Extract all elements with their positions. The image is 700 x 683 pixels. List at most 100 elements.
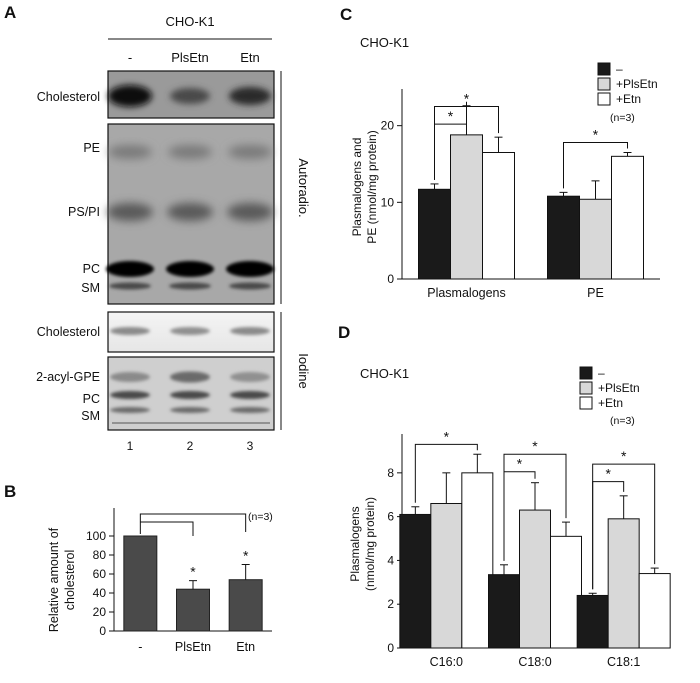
bar: [461, 472, 494, 649]
bar: [488, 574, 520, 649]
lane-header-3: Etn: [240, 50, 260, 65]
y-tick-label: 100: [86, 529, 106, 543]
lane-number-1: 1: [127, 439, 134, 453]
y-axis-label: Relative amount of cholesterol: [47, 527, 77, 632]
significance-bracket: [592, 463, 656, 590]
panel-d: D CHO-K1 (n=3) 0 2 4 6 8 Plasmalogens(nmol/mg…: [338, 323, 671, 669]
significance-bracket: [140, 521, 194, 536]
legend-swatch: [579, 366, 593, 380]
autoradio-main-blot: [106, 123, 275, 305]
bar: [399, 513, 432, 649]
panel-c: C CHO-K1 (n=3) 0 10 20 Plasmalogens andPE (…: [340, 5, 660, 300]
x-tick-label: Plasmalogens: [427, 286, 506, 300]
panel-c-note: (n=3): [610, 112, 635, 124]
legend-swatch: [597, 92, 611, 106]
autoradio-label: Autoradio.: [296, 158, 311, 217]
panel-d-cell-line: CHO-K1: [360, 366, 409, 381]
y-axis-label-line: (nmol/mg protein): [363, 497, 377, 591]
y-tick-label: 60: [93, 567, 107, 581]
bar: [550, 535, 582, 649]
label-ps-pi: PS/PI: [68, 205, 100, 219]
bar: [430, 502, 463, 649]
label-pc-autoradio: PC: [83, 262, 100, 276]
significance-star: *: [605, 466, 611, 482]
panel-d-note: (n=3): [610, 415, 635, 427]
lane-number-3: 3: [247, 439, 254, 453]
significance-bracket: [434, 106, 499, 180]
bar: [611, 155, 644, 280]
legend-label: –: [616, 62, 623, 76]
y-tick-label: 8: [387, 466, 394, 480]
bar: [576, 594, 609, 649]
significance-bracket: [503, 453, 567, 561]
panel-a-letter: A: [4, 3, 16, 22]
y-axis-label-line: Plasmalogens and: [350, 138, 364, 237]
significance-star: *: [243, 548, 249, 564]
legend-label: +Etn: [598, 396, 623, 410]
legend-swatch: [579, 396, 593, 410]
lane-header-2: PlsEtn: [171, 50, 209, 65]
label-iodine-cholesterol: Cholesterol: [37, 325, 100, 339]
x-tick-label: Etn: [236, 640, 255, 654]
y-axis-label-line: PE (nmol/mg protein): [365, 130, 379, 243]
panel-c-cell-line: CHO-K1: [360, 35, 409, 50]
bar: [176, 588, 210, 632]
x-tick-label: C18:1: [607, 655, 640, 669]
significance-star: *: [532, 438, 538, 454]
significance-bracket: [563, 142, 628, 189]
label-sm-iodine: SM: [81, 409, 100, 423]
y-tick-label: 10: [381, 195, 395, 209]
x-tick-label: -: [138, 640, 142, 654]
lane-header-1: -: [128, 50, 132, 65]
y-axis-label: Plasmalogens(nmol/mg protein): [348, 497, 377, 591]
legend-swatch: [579, 381, 593, 395]
significance-star: *: [190, 564, 196, 580]
x-tick-label: PE: [587, 286, 604, 300]
chart-d: 0 2 4 6 8 Plasmalogens(nmol/mg protein) C16:0 C…: [348, 366, 671, 669]
y-tick-label: 0: [387, 272, 394, 286]
significance-star: *: [448, 108, 454, 124]
bar: [547, 195, 580, 280]
legend-label: +PlsEtn: [598, 381, 640, 395]
bar: [519, 509, 551, 649]
panel-b-letter: B: [4, 482, 16, 501]
autoradio-cholesterol-blot: [107, 70, 275, 119]
label-sm-autoradio: SM: [81, 281, 100, 295]
legend-label: +Etn: [616, 92, 641, 106]
significance-bracket: [139, 513, 247, 534]
legend-swatch: [597, 62, 611, 76]
y-axis-label-line: Plasmalogens: [348, 506, 362, 581]
panel-a: A CHO-K1 - PlsEtn Etn Cholesterol: [4, 3, 311, 453]
significance-star: *: [621, 448, 627, 464]
legend-swatch: [597, 77, 611, 91]
y-tick-label: 20: [93, 605, 107, 619]
chart-b: 0 20 40 60 80 100 Relative amount of cholestero…: [47, 508, 272, 654]
y-tick-label: 80: [93, 548, 107, 562]
x-tick-label: C18:0: [518, 655, 551, 669]
y-tick-label: 2: [387, 597, 394, 611]
bar: [123, 535, 158, 632]
panel-c-letter: C: [340, 5, 352, 24]
chart-c: 0 10 20 Plasmalogens andPE (nmol/mg protein…: [350, 62, 660, 300]
y-tick-label: 20: [381, 119, 395, 133]
y-tick-label: 0: [387, 641, 394, 655]
iodine-cholesterol-blot: [107, 311, 275, 353]
x-tick-label: PlsEtn: [175, 640, 211, 654]
cell-line-label: CHO-K1: [165, 14, 214, 29]
bar: [418, 188, 451, 280]
iodine-label: Iodine: [296, 353, 311, 388]
legend-label: –: [598, 366, 605, 380]
panel-b-note: (n=3): [248, 511, 273, 523]
y-axis-label-line: Relative amount of: [47, 527, 61, 632]
significance-bracket: [414, 443, 478, 503]
lane-number-2: 2: [187, 439, 194, 453]
bar: [638, 573, 671, 649]
panel-b: B (n=3) 0 20 40 60 80 100 Relative amount of ch…: [4, 482, 273, 654]
y-tick-label: 0: [99, 624, 106, 638]
significance-star: *: [444, 428, 450, 444]
label-autoradio-cholesterol: Cholesterol: [37, 90, 100, 104]
bar: [482, 152, 515, 280]
significance-star: *: [464, 91, 470, 107]
legend-label: +PlsEtn: [616, 77, 658, 91]
